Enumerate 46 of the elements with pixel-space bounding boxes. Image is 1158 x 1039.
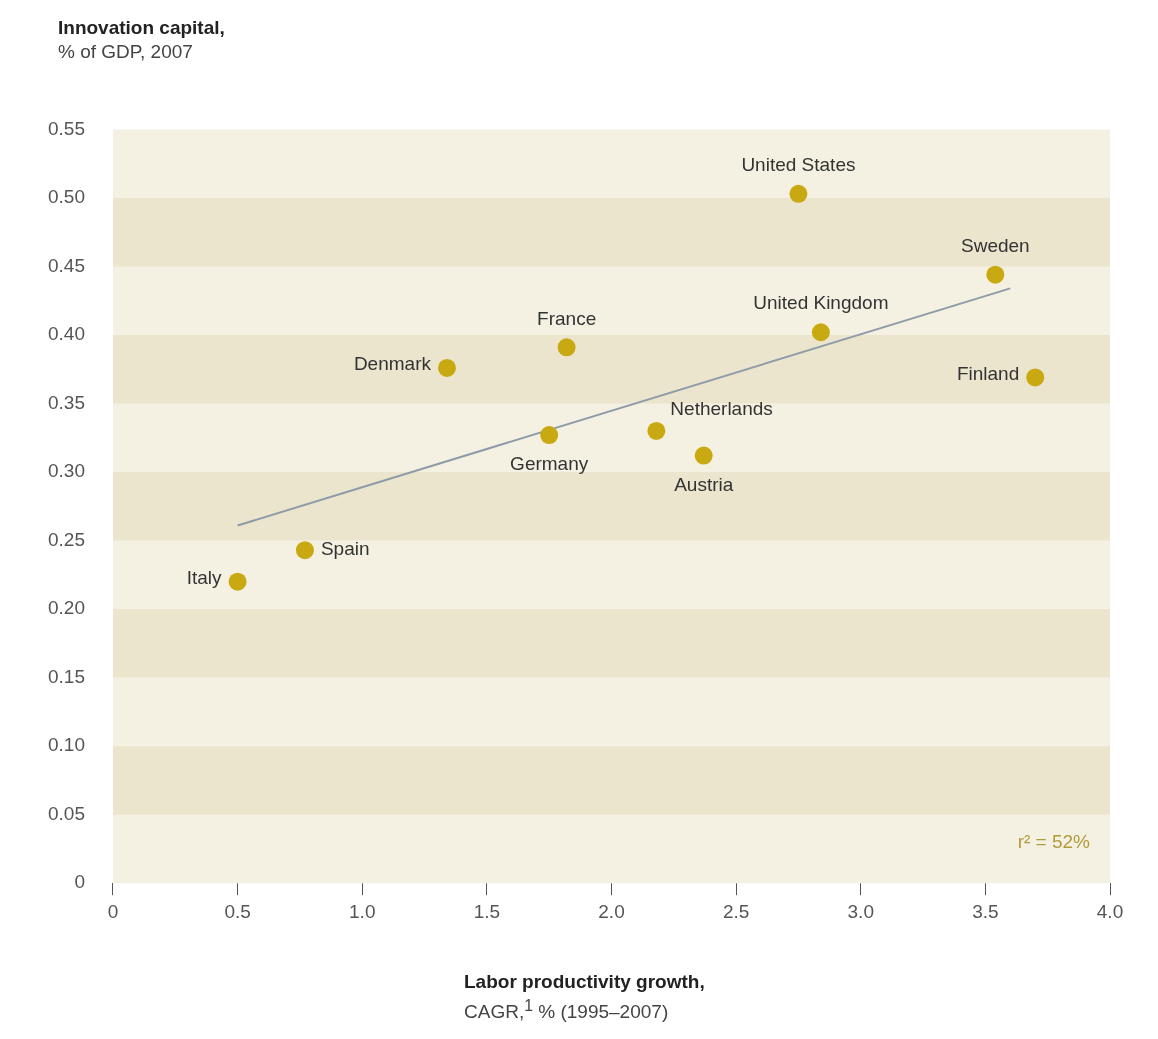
series-label: United Kingdom	[753, 292, 889, 314]
y-tick-label: 0.40	[48, 323, 85, 345]
x-tick-label: 3.0	[847, 900, 874, 922]
annotation: r² = 52%	[1017, 831, 1091, 853]
y-tick-label: 0.15	[48, 665, 85, 687]
x-tick-label: 2.5	[722, 900, 750, 922]
point	[789, 184, 808, 203]
series-label: Spain	[320, 538, 370, 560]
series-label: Netherlands	[670, 398, 773, 420]
point	[540, 426, 559, 445]
x-tick-label: 1.5	[473, 900, 501, 922]
point	[228, 572, 247, 591]
y-tick-label: 0.55	[48, 117, 85, 139]
y-tick-label: 0.10	[48, 734, 85, 756]
x-axis-title: Labor productivity growth, CAGR,$^{1}$ % (1995–2007)	[464, 970, 705, 1025]
series-label: Denmark	[353, 353, 432, 375]
y-tick-label: 0.25	[48, 528, 85, 550]
series-label: Finland	[956, 362, 1020, 384]
series-label: France	[537, 307, 597, 329]
y-tick-label: 0.05	[48, 802, 85, 824]
x-tick-label: 0.5	[224, 900, 251, 922]
y-tick-label: 0.45	[48, 254, 85, 276]
point	[437, 358, 456, 377]
x-tick-label: 0	[107, 900, 119, 922]
x-tick-label: 4.0	[1096, 900, 1124, 922]
point	[986, 265, 1005, 284]
y-tick-label: 0	[74, 871, 85, 893]
series-label: Sweden	[961, 234, 1030, 256]
y-tick-label: 0.30	[48, 460, 85, 482]
x-tick-label: 3.5	[972, 900, 999, 922]
y-tick-label: 0.35	[48, 391, 85, 413]
y-tick-label: 0.50	[48, 186, 85, 208]
point	[1026, 368, 1045, 387]
y-axis-title: Innovation capital, % of GDP, 2007	[58, 16, 225, 64]
point	[694, 446, 713, 465]
series-label: United States	[741, 154, 856, 176]
series-label: Austria	[674, 473, 734, 495]
x-tick-label: 2.0	[598, 900, 625, 922]
series-label: Germany	[510, 453, 589, 475]
point	[647, 421, 666, 440]
point	[811, 323, 830, 342]
x-tick-label: 1.0	[349, 900, 376, 922]
point	[295, 541, 314, 560]
point	[557, 338, 576, 357]
y-tick-label: 0.20	[48, 597, 85, 619]
series-label: Italy	[186, 566, 223, 588]
